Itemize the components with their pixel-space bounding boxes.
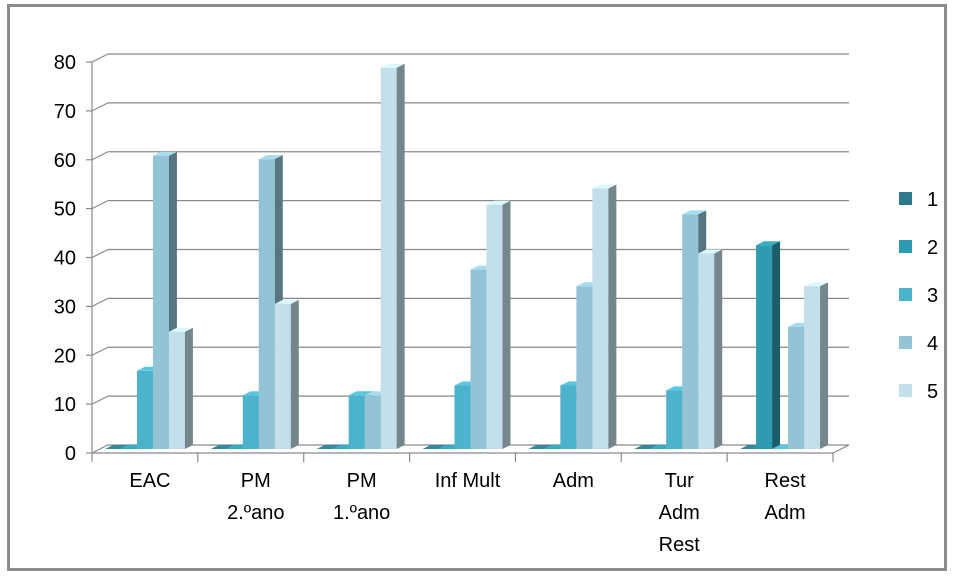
gridline-diagonal <box>91 297 109 307</box>
y-tick-label: 10 <box>54 394 76 416</box>
bar-top <box>592 184 617 189</box>
bar-top <box>756 241 781 246</box>
bar-front <box>486 204 503 449</box>
y-tick-label: 80 <box>54 52 76 74</box>
legend-swatch <box>899 240 912 253</box>
bar-front <box>682 214 699 449</box>
bar-front <box>666 390 683 449</box>
bar-side <box>396 63 405 450</box>
x-category-label: Adm <box>553 470 594 492</box>
legend-label: 4 <box>927 333 938 355</box>
y-tick-label: 30 <box>54 296 76 318</box>
bar-front <box>168 331 185 449</box>
legend-label: 3 <box>927 285 938 307</box>
bar-top <box>168 327 193 332</box>
bar-top <box>258 155 283 160</box>
x-category-label: PM <box>241 470 271 492</box>
bar-top <box>804 282 829 287</box>
gridline-diagonal <box>91 53 109 63</box>
y-tick-label: 20 <box>54 345 76 367</box>
bar-side <box>184 327 193 449</box>
bar-front <box>364 395 381 449</box>
bar-top <box>380 63 405 68</box>
bar-front <box>470 269 487 449</box>
y-tick-label: 50 <box>54 199 76 221</box>
bar-front <box>152 155 169 449</box>
bar-side <box>714 249 723 449</box>
legend-label: 2 <box>927 237 938 259</box>
bar-front <box>756 245 773 449</box>
bar-side <box>290 299 299 449</box>
x-category-label: PM <box>347 470 377 492</box>
x-category-label: Rest <box>765 470 807 492</box>
y-tick-label: 60 <box>54 150 76 172</box>
bar-front <box>788 326 805 449</box>
gridline-diagonal <box>91 200 109 210</box>
legend-swatch <box>899 288 912 301</box>
x-category-label: Adm <box>659 502 700 524</box>
bar-front <box>804 286 821 449</box>
x-category-label: EAC <box>129 470 170 492</box>
x-category-label: Rest <box>659 534 701 556</box>
x-category-label: Adm <box>765 502 806 524</box>
gridline-diagonal <box>91 102 109 112</box>
legend-label: 1 <box>927 189 938 211</box>
bar-side <box>608 184 617 449</box>
x-category-label: 2.ºano <box>227 502 284 524</box>
bar-top <box>152 151 177 156</box>
bar-front <box>560 385 577 449</box>
gridline-diagonal <box>91 248 109 259</box>
bar-front <box>274 303 291 449</box>
bar-front <box>242 395 259 449</box>
legend-label: 5 <box>927 381 938 403</box>
bar-front <box>348 395 365 449</box>
legend-swatch <box>899 336 912 349</box>
x-category-label: Tur <box>665 470 695 492</box>
bar-top <box>682 210 707 215</box>
x-category-label: Inf Mult <box>435 470 501 492</box>
y-tick-label: 70 <box>54 101 76 123</box>
bar-side <box>772 241 781 449</box>
bar-side <box>820 282 829 449</box>
bar-front <box>592 188 609 449</box>
x-category-label: 1.ºano <box>333 502 390 524</box>
bar-side <box>502 200 511 449</box>
bar-top <box>698 249 723 254</box>
gridline-diagonal <box>91 346 109 356</box>
y-tick-label: 40 <box>54 248 76 270</box>
bar-top <box>486 200 511 205</box>
bar-front <box>454 385 471 449</box>
gridline-diagonal <box>91 395 109 405</box>
bar-front <box>380 67 397 450</box>
bar-top <box>274 299 299 304</box>
bar-front <box>576 286 593 449</box>
gridline-diagonal <box>91 151 109 161</box>
legend-swatch <box>899 384 912 397</box>
bar-front <box>698 253 715 449</box>
bar-front <box>258 159 275 449</box>
legend-swatch <box>899 192 912 205</box>
y-tick-label: 0 <box>65 443 76 465</box>
bar-front <box>136 370 153 449</box>
